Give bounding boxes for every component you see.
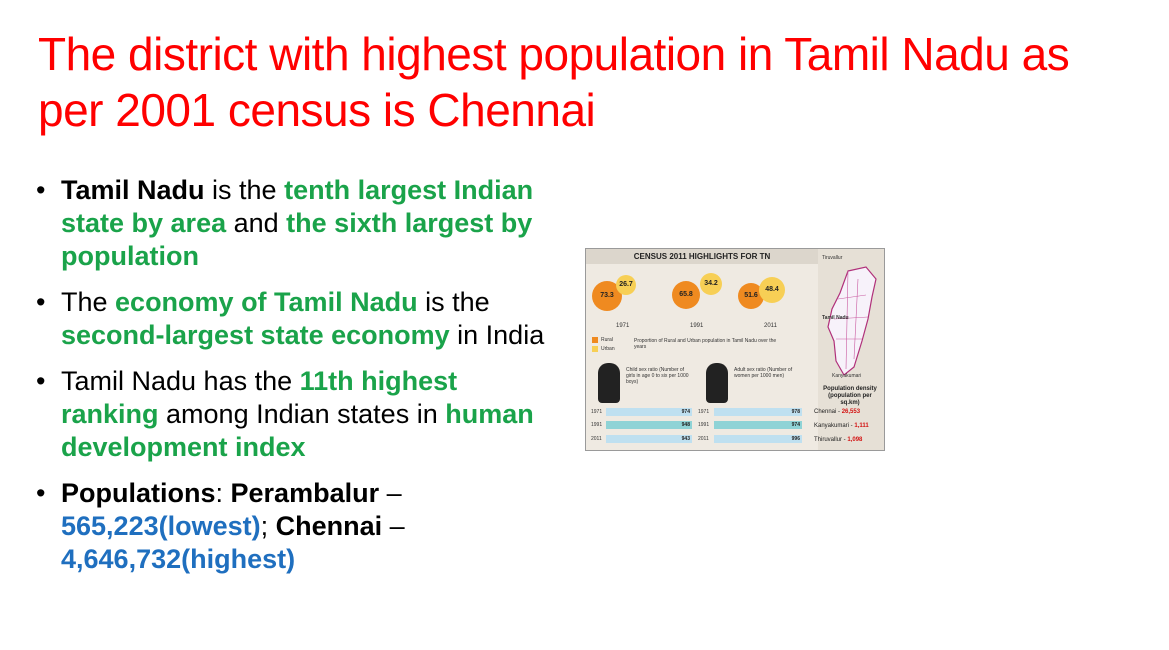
map-label-top: Tiruvallur bbox=[822, 255, 843, 261]
bullet-dot: • bbox=[36, 287, 46, 317]
legend-urban-swatch bbox=[592, 346, 598, 352]
density-value: 26,553 bbox=[841, 409, 861, 415]
bullet-text-segment: second-largest state economy bbox=[61, 320, 450, 350]
bullet-text-segment: among Indian states in bbox=[158, 399, 446, 429]
bullet-text-segment: human development index bbox=[61, 399, 534, 462]
bullet-dot: • bbox=[36, 175, 46, 205]
adult-ratio-bar-2: 974 bbox=[714, 421, 802, 429]
tamil-nadu-map-panel: Tiruvallur Tamil Nadu Kanyakumari bbox=[818, 249, 884, 450]
bullet-text-segment: tenth largest Indian state by area bbox=[61, 175, 534, 238]
map-label-bottom: Kanyakumari bbox=[832, 373, 862, 379]
year-label-1971: 1971 bbox=[616, 323, 630, 329]
year-label-2011: 2011 bbox=[764, 323, 777, 329]
legend-urban-label: Urban bbox=[601, 346, 615, 352]
bullet-text-segment: : bbox=[215, 478, 231, 508]
adult-ratio-year-3: 2011 bbox=[698, 436, 709, 442]
child-ratio-bar-3: 943 bbox=[606, 435, 692, 443]
infographic-header: CENSUS 2011 HIGHLIGHTS FOR TN bbox=[586, 249, 818, 264]
bullet-text-segment: 4,646,732(highest) bbox=[61, 544, 296, 574]
child-ratio-year-2: 1991 bbox=[591, 422, 603, 428]
bullet-dot: • bbox=[36, 366, 46, 396]
bullet-text-segment: in India bbox=[449, 320, 545, 350]
child-ratio-year-1: 1971 bbox=[591, 409, 603, 415]
legend-caption: Proportion of Rural and Urban population… bbox=[634, 338, 777, 350]
adult-ratio-label: Adult sex ratio (Number of women per 100… bbox=[734, 367, 793, 379]
tamil-nadu-map-icon bbox=[827, 266, 877, 376]
bullet-text-segment: – bbox=[382, 511, 405, 541]
bullet-text-segment: ; bbox=[260, 511, 276, 541]
density-label: Population density (population per sq.km… bbox=[823, 386, 877, 406]
bullet-item: • The economy of Tamil Nadu is the second… bbox=[36, 286, 556, 352]
density-row-thiruvallur: Thiruvallur - 1,098 bbox=[814, 437, 863, 443]
woman-silhouette-icon bbox=[706, 363, 728, 403]
child-ratio-label: Child sex ratio (Number of girls in age … bbox=[626, 367, 689, 385]
bullet-item: • Populations: Perambalur – 565,223(lowes… bbox=[36, 477, 556, 576]
bullet-text-segment: and bbox=[226, 208, 287, 238]
bullet-item: • Tamil Nadu has the 11th highest ranking… bbox=[36, 365, 556, 464]
adult-ratio-bar-3: 996 bbox=[714, 435, 802, 443]
legend-rural-swatch bbox=[592, 337, 598, 343]
bullet-text-segment: Populations bbox=[61, 478, 216, 508]
adult-ratio-year-2: 1991 bbox=[698, 422, 710, 428]
density-row-kanyakumari: Kanyakumari - 1,111 bbox=[814, 423, 869, 429]
bullet-item: • Tamil Nadu is the tenth largest Indian … bbox=[36, 174, 556, 273]
bullet-text-segment: 565,223(lowest) bbox=[61, 511, 261, 541]
bullet-text-segment: the sixth largest by population bbox=[61, 208, 533, 271]
child-ratio-year-3: 2011 bbox=[591, 436, 602, 442]
bullet-text-segment: is the bbox=[204, 175, 285, 205]
density-name: Thiruvallur bbox=[814, 437, 843, 443]
year-label-1991: 1991 bbox=[690, 323, 704, 329]
slide-title: The district with highest population in … bbox=[38, 28, 1070, 136]
urban-bubble-1991: 34.2 bbox=[700, 273, 722, 295]
child-ratio-bar-2: 948 bbox=[606, 421, 692, 429]
bullet-text-segment: is the bbox=[417, 287, 490, 317]
bullet-text-segment: Tamil Nadu has the bbox=[61, 366, 300, 396]
urban-bubble-1971: 26.7 bbox=[616, 275, 636, 295]
density-name: Chennai bbox=[814, 409, 837, 415]
rural-bubble-1991: 65.8 bbox=[672, 281, 700, 309]
urban-bubble-2011: 48.4 bbox=[759, 277, 785, 303]
map-label-center: Tamil Nadu bbox=[822, 315, 849, 321]
adult-ratio-year-1: 1971 bbox=[698, 409, 710, 415]
density-value: 1,098 bbox=[847, 437, 863, 443]
density-value: 1,111 bbox=[854, 423, 869, 429]
bullet-text-segment: Chennai bbox=[275, 511, 383, 541]
child-ratio-bar-1: 974 bbox=[606, 408, 692, 416]
bullet-text-segment: – bbox=[379, 478, 402, 508]
bullet-text-segment: Perambalur bbox=[230, 478, 380, 508]
bullet-text-segment: The bbox=[61, 287, 116, 317]
bullet-list: • Tamil Nadu is the tenth largest Indian … bbox=[36, 174, 556, 589]
density-row-chennai: Chennai - 26,553 bbox=[814, 409, 861, 415]
girl-silhouette-icon bbox=[598, 363, 620, 403]
adult-ratio-bar-1: 978 bbox=[714, 408, 802, 416]
bullet-dot: • bbox=[36, 478, 46, 508]
bullet-text-segment: 11th highest ranking bbox=[61, 366, 458, 429]
census-infographic: CENSUS 2011 HIGHLIGHTS FOR TN 73.3 26.7 … bbox=[585, 248, 885, 451]
bullet-text-segment: economy of Tamil Nadu bbox=[115, 287, 418, 317]
density-name: Kanyakumari bbox=[814, 423, 850, 429]
legend-rural-label: Rural bbox=[601, 337, 613, 343]
bullet-text-segment: Tamil Nadu bbox=[61, 175, 205, 205]
